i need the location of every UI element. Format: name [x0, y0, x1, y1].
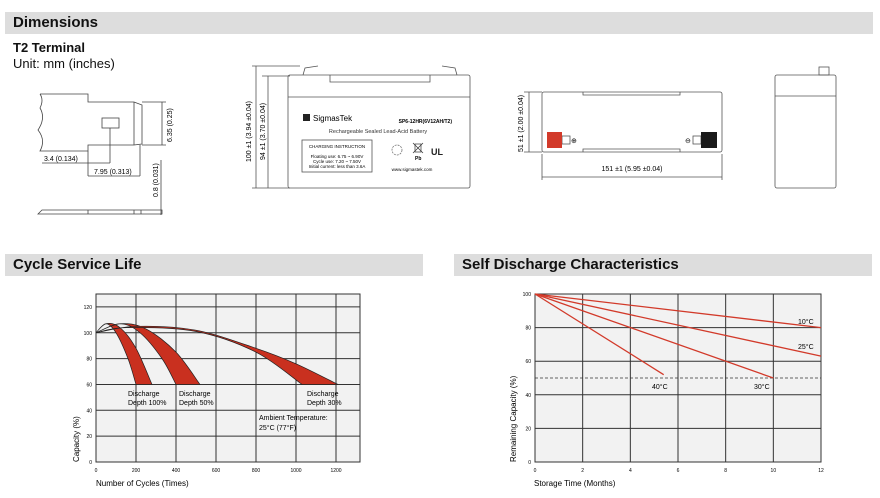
discharge-xtick-label: 8: [724, 468, 727, 474]
section-header-self-discharge: Self Discharge Characteristics: [454, 254, 872, 276]
discharge-ytick-label: 0: [528, 460, 531, 466]
discharge-series-line-0: [534, 293, 822, 329]
annotation-ambient-line1: Ambient Temperature:: [259, 415, 328, 422]
discharge-xtick-label: 10: [771, 468, 777, 474]
series-label-30c: 30°C: [754, 383, 770, 391]
discharge-ytick-label: 60: [525, 359, 531, 365]
cycle-ylabel: Capacity (%): [72, 416, 81, 462]
section-header-dimensions: Dimensions: [5, 12, 873, 34]
discharge-ytick-label: 100: [523, 292, 532, 298]
plus-icon: ⊕: [571, 138, 577, 145]
cycle-ytick-label: 0: [89, 460, 92, 466]
discharge-xtick-label: 0: [534, 468, 537, 474]
label-depth-50-line2: Depth 50%: [179, 400, 214, 407]
battery-top-view: [524, 91, 723, 180]
discharge-xtick-label: 4: [629, 468, 632, 474]
cycle-ytick-label: 100: [84, 331, 93, 337]
discharge-series-line-3: [534, 293, 665, 376]
label-depth-30-line2: Depth 30%: [307, 400, 342, 407]
pb-label: Pb: [415, 156, 421, 162]
battery-dim-length: 151 ±1 (5.95 ±0.04): [601, 166, 662, 173]
discharge-xtick-label: 6: [677, 468, 680, 474]
series-label-10c: 10°C: [798, 318, 814, 326]
cycle-xtick-label: 1000: [290, 468, 301, 474]
cycle-ytick-label: 20: [86, 434, 92, 440]
discharge-ytick-label: 20: [525, 426, 531, 432]
cycle-ytick-label: 80: [86, 357, 92, 363]
series-label-40c: 40°C: [652, 383, 668, 391]
cycle-xtick-label: 400: [172, 468, 181, 474]
terminal-dim-height: 6.35 (0.25): [167, 108, 174, 142]
discharge-xtick-label: 12: [818, 468, 824, 474]
cycle-band-0: [95, 323, 153, 385]
terminal-drawing: [37, 93, 166, 215]
cycle-band-2: [95, 325, 339, 385]
cycle-xtick-label: 800: [252, 468, 261, 474]
discharge-xtick-label: 2: [581, 468, 584, 474]
terminal-title: T2 Terminal: [13, 40, 86, 55]
discharge-xlabel: Storage Time (Months): [534, 479, 616, 488]
discharge-ytick-label: 40: [525, 393, 531, 399]
cycle-xtick-label: 1200: [330, 468, 341, 474]
cycle-ytick-label: 40: [86, 408, 92, 414]
charging-line-2: Cycle use: 7.20 ~ 7.50V: [313, 159, 361, 164]
terminal-dim-length: 7.95 (0.313): [94, 169, 132, 176]
label-depth-30-line1: Discharge: [307, 391, 339, 398]
discharge-series-line-2: [534, 293, 774, 379]
negative-terminal: [701, 132, 717, 148]
battery-front-view: [252, 65, 471, 189]
battery-dim-width: 51 ±1 (2.00 ±0.04): [518, 95, 525, 152]
discharge-ylabel: Remaining Capacity (%): [509, 375, 518, 462]
label-depth-100-line2: Depth 100%: [128, 400, 167, 407]
cycle-xtick-label: 600: [212, 468, 221, 474]
battery-dim-total-height: 100 ±1 (3.94 ±0.04): [246, 101, 253, 162]
cycle-xtick-label: 0: [95, 468, 98, 474]
ul-mark-icon: UL: [431, 147, 443, 157]
cycle-band-1: [95, 323, 201, 385]
battery-website: www.sigmastek.com: [392, 167, 433, 172]
terminal-dim-hole: 3.4 (0.134): [44, 156, 78, 163]
recycle-icon: [391, 144, 403, 156]
label-depth-50-line1: Discharge: [179, 391, 211, 398]
label-depth-100-line1: Discharge: [128, 391, 160, 398]
unit-label: Unit: mm (inches): [13, 56, 115, 71]
discharge-series-line-1: [534, 293, 822, 357]
battery-model: SP6-12HR(6V12AH/T2): [399, 119, 453, 125]
minus-icon: ⊖: [685, 138, 691, 145]
cycle-xlabel: Number of Cycles (Times): [96, 479, 189, 488]
cycle-ytick-label: 120: [84, 305, 93, 311]
cycle-life-chart: 0 200 400 600 800 1000 1200 0 20 40 60 80 100 120: [84, 293, 361, 474]
cycle-ytick-label: 60: [86, 382, 92, 388]
positive-terminal: [547, 132, 562, 148]
self-discharge-chart: 0 2 4 6 8 10 12 0 20 40 60 80 100: [523, 292, 824, 474]
battery-dim-body-height: 94 ±1 (3.70 ±0.04): [260, 103, 267, 160]
discharge-ytick-label: 80: [525, 326, 531, 332]
battery-brand: SigmasTek: [313, 114, 353, 123]
charging-title: CHARGING INSTRUCTION: [309, 144, 365, 149]
charging-line-3: Initial current: less than 3.6A: [309, 164, 366, 169]
brand-logo-icon: [303, 114, 310, 121]
battery-side-view: [774, 66, 837, 189]
charging-line-1: Floating use: 6.75 ~ 6.90V: [311, 154, 364, 159]
terminal-dim-thickness: 0.8 (0.031): [153, 163, 160, 197]
annotation-ambient-line2: 25°C (77°F): [259, 424, 296, 432]
cycle-xtick-label: 200: [132, 468, 141, 474]
battery-subtitle: Rechargeable Sealed Lead-Acid Battery: [329, 129, 427, 135]
section-header-cycle-life: Cycle Service Life: [5, 254, 423, 276]
series-label-25c: 25°C: [798, 343, 814, 351]
no-bin-icon: [412, 142, 424, 154]
